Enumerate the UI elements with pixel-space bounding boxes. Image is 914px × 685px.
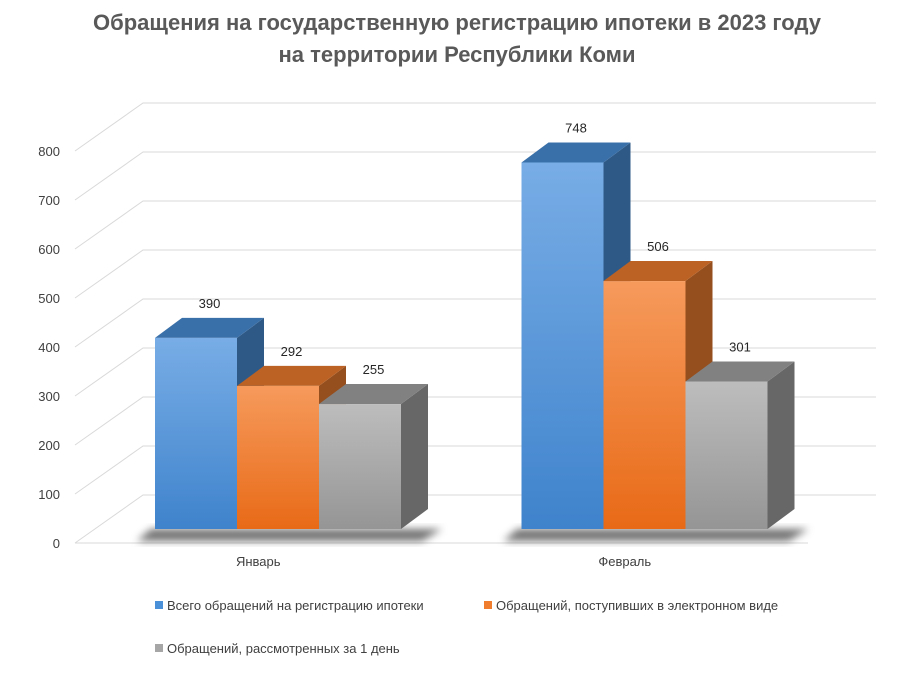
category-label: Февраль <box>598 554 651 569</box>
legend-swatch <box>155 601 163 609</box>
legend-swatch <box>484 601 492 609</box>
legend-item: Всего обращений на регистрацию ипотеки <box>155 598 424 613</box>
legend-label: Обращений, рассмотренных за 1 день <box>167 641 400 656</box>
bar-shadow <box>137 529 442 541</box>
data-label: 748 <box>565 120 587 135</box>
y-tick-label: 100 <box>38 487 60 502</box>
y-axis: 0 100 200 300 400 500 600 700 800 <box>38 144 60 551</box>
gridline <box>74 102 876 152</box>
bar <box>319 384 428 529</box>
data-labels: 390 292 255 748 506 301 <box>199 120 751 377</box>
data-label: 255 <box>363 362 385 377</box>
data-label: 301 <box>729 340 751 355</box>
bar-side <box>767 361 795 529</box>
legend-item: Обращений, рассмотренных за 1 день <box>155 641 400 656</box>
legend: Всего обращений на регистрацию ипотеки Об… <box>155 598 778 656</box>
legend-item: Обращений, поступивших в электронном вид… <box>484 598 778 613</box>
bar-shadow <box>503 529 809 541</box>
gridline <box>74 200 876 250</box>
bars <box>137 142 809 541</box>
bar-top <box>237 365 346 386</box>
y-tick-label: 400 <box>38 340 60 355</box>
category-label: Январь <box>236 554 281 569</box>
bar-top <box>521 142 631 163</box>
bar-front <box>603 281 686 529</box>
bar-front <box>237 385 319 529</box>
y-tick-label: 300 <box>38 389 60 404</box>
bar-top <box>603 261 713 282</box>
gridlines <box>74 102 876 544</box>
gridline-top <box>75 103 876 151</box>
y-tick-label: 500 <box>38 291 60 306</box>
bar-front <box>521 162 604 530</box>
chart-title-line-1: Обращения на государственную регистрацию… <box>93 10 822 35</box>
bar-top <box>685 361 795 382</box>
bar <box>685 361 795 529</box>
x-axis: Январь Февраль <box>236 554 651 569</box>
legend-label: Всего обращений на регистрацию ипотеки <box>167 598 424 613</box>
bar-top <box>155 317 264 338</box>
bar-top <box>319 384 428 405</box>
data-label: 506 <box>647 239 669 254</box>
y-tick-label: 800 <box>38 144 60 159</box>
bar-front <box>319 404 401 529</box>
data-label: 390 <box>199 296 221 311</box>
chart-title-line-2: на территории Республики Коми <box>279 42 636 67</box>
bar-front <box>155 337 237 529</box>
bar-side <box>401 384 428 529</box>
chart-title: Обращения на государственную регистрацию… <box>93 10 822 67</box>
gridline <box>74 151 876 201</box>
legend-label: Обращений, поступивших в электронном вид… <box>496 598 778 613</box>
y-tick-label: 700 <box>38 193 60 208</box>
y-tick-label: 200 <box>38 438 60 453</box>
data-label: 292 <box>281 344 303 359</box>
gridline <box>74 249 876 299</box>
legend-swatch <box>155 644 163 652</box>
bar-front <box>685 381 768 529</box>
y-tick-label: 0 <box>53 536 60 551</box>
y-tick-label: 600 <box>38 242 60 257</box>
